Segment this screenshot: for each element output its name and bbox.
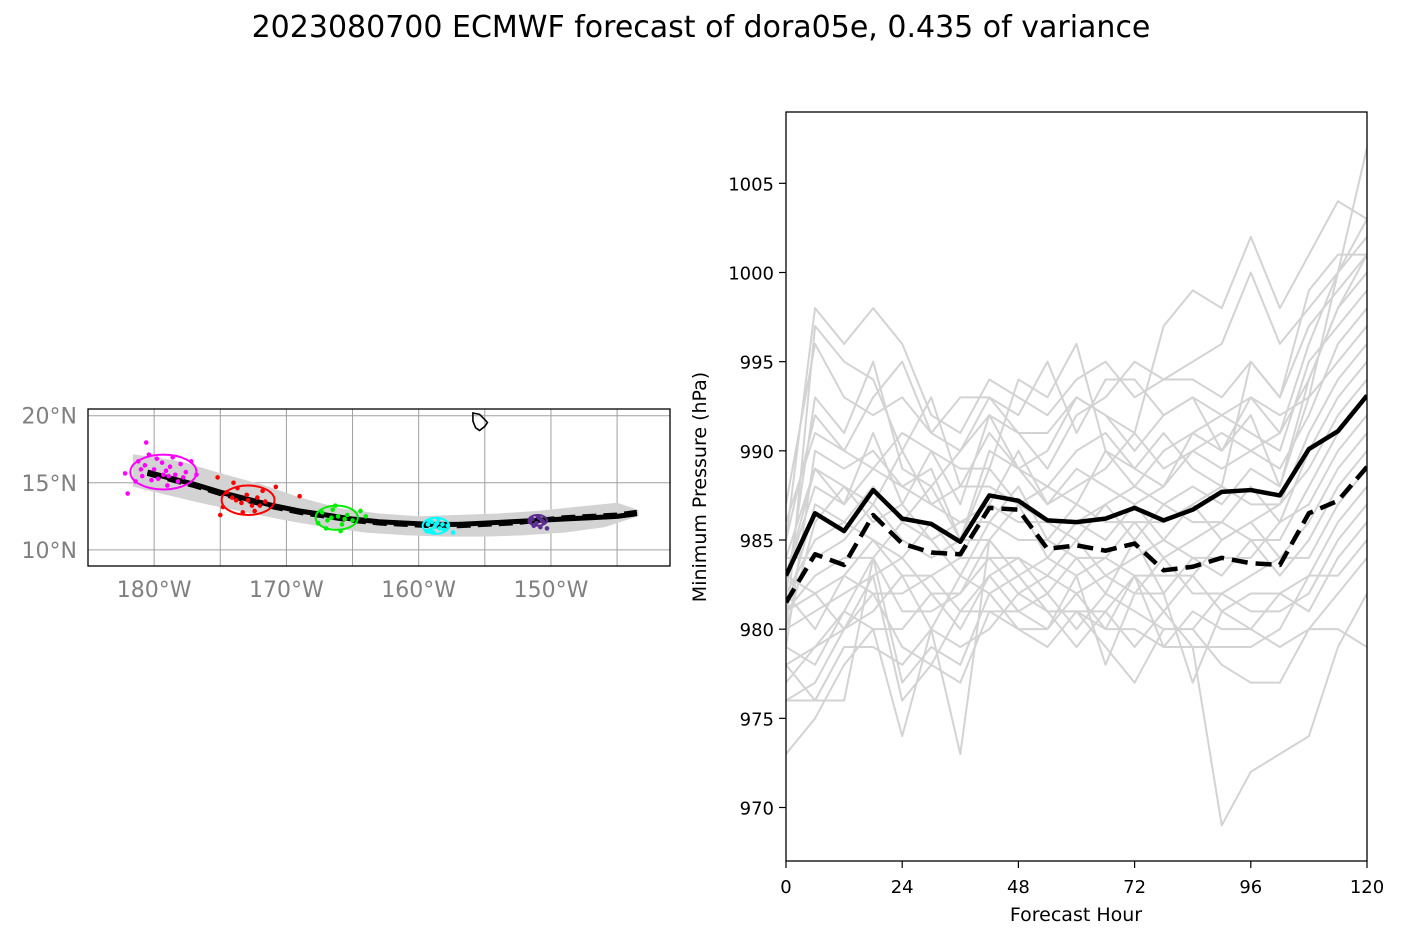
position-point: [167, 464, 173, 470]
uncertainty-ellipse: [220, 484, 276, 517]
position-point: [163, 468, 169, 474]
map-x-tick-label: 180°W: [117, 578, 192, 603]
uncertainty-ellipse: [527, 514, 548, 527]
map-x-tick-label: 170°W: [249, 578, 324, 603]
position-point: [325, 518, 330, 523]
position-point: [539, 518, 544, 523]
position-point: [544, 526, 550, 531]
position-point: [433, 522, 439, 527]
position-point: [231, 480, 236, 486]
position-point: [358, 508, 363, 514]
position-point: [440, 522, 445, 527]
position-point: [142, 463, 148, 468]
position-point: [450, 530, 456, 535]
position-point: [245, 497, 251, 503]
position-point: [138, 467, 144, 472]
position-point: [335, 514, 341, 519]
position-point: [342, 516, 347, 522]
position-point: [319, 510, 325, 515]
position-point: [252, 508, 257, 514]
map-y-tick-label: 10°N: [22, 539, 77, 564]
position-point: [425, 522, 431, 527]
map-gridlines: [88, 409, 670, 566]
position-point: [151, 467, 157, 472]
position-point: [344, 512, 350, 518]
position-point: [350, 518, 355, 523]
position-point: [161, 472, 166, 478]
position-point: [143, 440, 149, 445]
position-point: [260, 488, 265, 494]
position-point: [239, 500, 244, 506]
position-point: [330, 507, 336, 512]
position-point: [173, 472, 178, 478]
map-x-tick-label: 160°W: [381, 578, 456, 603]
map-y-tick-label: 20°N: [22, 405, 77, 430]
position-point: [249, 503, 255, 508]
position-point: [183, 469, 189, 475]
position-point: [175, 479, 181, 484]
position-point: [363, 514, 369, 519]
uncertainty-ellipse: [421, 516, 451, 535]
figure-title: 2023080700 ECMWF forecast of dora05e, 0.…: [251, 10, 1151, 45]
position-point: [244, 492, 250, 498]
position-point: [229, 495, 235, 500]
position-point: [233, 497, 239, 503]
position-point: [273, 484, 279, 490]
map-data-layer: [122, 412, 639, 537]
position-point: [149, 477, 154, 483]
position-point: [166, 473, 171, 479]
uncertainty-ellipse: [129, 453, 198, 491]
map-frame: [87, 408, 671, 567]
position-point: [297, 493, 302, 499]
position-point: [178, 461, 183, 467]
position-point: [437, 526, 443, 531]
position-point: [215, 475, 220, 480]
position-point: [165, 483, 170, 488]
position-point: [240, 510, 246, 515]
position-point: [122, 471, 128, 476]
uncertainty-ellipse: [314, 504, 359, 531]
map-x-tick-label: 150°W: [514, 578, 589, 603]
position-point: [217, 512, 223, 518]
position-point: [155, 476, 161, 482]
position-point: [180, 475, 186, 480]
position-point: [125, 491, 130, 496]
position-point: [139, 473, 145, 479]
position-point: [255, 495, 260, 500]
position-point: [257, 503, 263, 508]
island-outline: [472, 412, 489, 432]
position-point: [329, 515, 334, 520]
map-y-tick-label: 15°N: [22, 472, 77, 497]
map-tick-labels: 180°W 170°W 160°W 150°W 10°N 15°N 20°N: [22, 405, 589, 603]
position-point: [339, 522, 345, 527]
position-point: [262, 499, 268, 504]
position-point: [159, 460, 165, 465]
position-point: [154, 456, 160, 461]
